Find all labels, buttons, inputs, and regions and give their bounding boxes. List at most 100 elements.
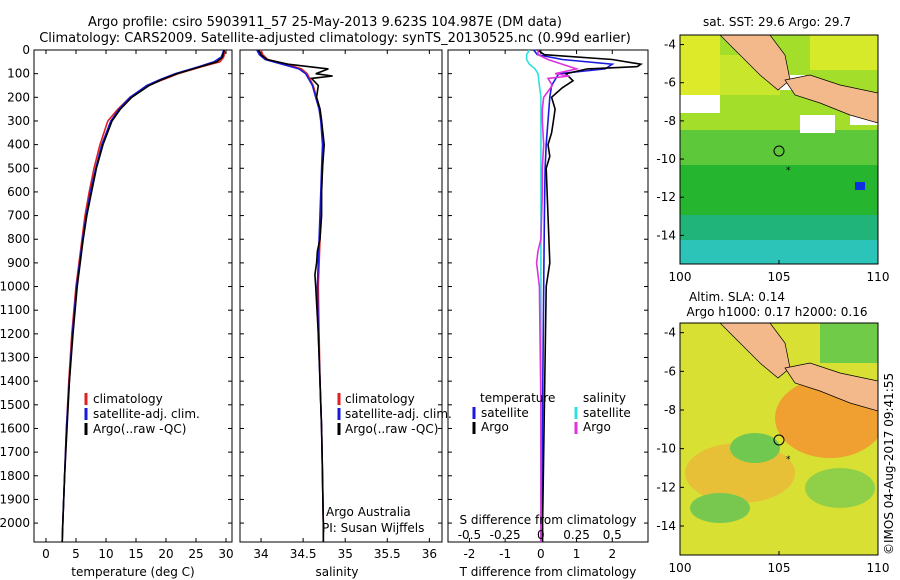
sst-map-image: * — [680, 35, 878, 264]
y-tick-label: 1500 — [0, 398, 30, 412]
sla-map-panel: Altim. SLA: 0.14 Argo h1000: 0.17 h2000:… — [656, 290, 889, 575]
legend-title-temperature: temperature — [480, 391, 555, 405]
y-tick-label: 1100 — [0, 303, 30, 317]
x-tick-label: 20 — [158, 547, 173, 561]
legend-label-sal-satellite: satellite — [583, 406, 631, 420]
y-tick-label: 600 — [7, 185, 30, 199]
x-tick-label: 2 — [608, 547, 616, 561]
sla-field-green-2 — [805, 468, 875, 508]
sst-argo-location-marker — [773, 145, 785, 157]
sst-map-axes: 100 105 110 -14 -12 -10 -8 -6 -4 — [656, 38, 889, 284]
map-y-tick-label: -10 — [656, 442, 676, 456]
salinity-series — [256, 49, 333, 542]
sst-field-yellow-ne — [810, 35, 878, 70]
map-y-tick-label: -10 — [656, 152, 676, 166]
y-tick-label: 0 — [22, 43, 30, 57]
imos-timestamp: ©IMOS 04-Aug-2017 09:41:55 — [882, 373, 896, 555]
map-x-tick-label: 100 — [669, 561, 692, 575]
sla-map-image: * — [680, 323, 878, 555]
salinity-plot-frame — [239, 49, 443, 543]
sla-map-axes: 100 105 110 -14 -12 -10 -8 -6 -4 — [656, 326, 889, 575]
x-tick-label: -1 — [499, 547, 511, 561]
sla-map-subtitle: Argo h1000: 0.17 h2000: 0.16 — [687, 305, 868, 319]
salinity-panel: 34 34.5 35 35.5 36 salinity climatology sate… — [239, 49, 452, 579]
map-y-tick-label: -6 — [664, 76, 676, 90]
y-tick-label: 1300 — [0, 351, 30, 365]
legend-label-temp-argo: Argo — [481, 420, 509, 434]
series-line-satellite-adj-clim- — [61, 49, 225, 543]
x-tick-label: 30 — [218, 547, 233, 561]
y-tick-label: 700 — [7, 209, 30, 223]
y-tick-label: 800 — [7, 232, 30, 246]
x-tick-label: 15 — [128, 547, 143, 561]
difference-top-label: S difference from climatology — [460, 513, 637, 527]
legend-label-sal-argo: Argo — [583, 420, 611, 434]
s-diff-tick-label: -0.25 — [490, 528, 521, 542]
difference-panel: -2 -1 0 1 2 T difference from climatology S … — [447, 49, 649, 579]
series-line-climatology — [61, 49, 227, 543]
map-y-tick-label: -4 — [664, 38, 676, 52]
x-tick-label: 35 — [338, 547, 353, 561]
series-line-temperature-argo — [536, 49, 644, 542]
salinity-diff-ticks: -0.5 -0.25 0 0.25 0.5 — [458, 528, 622, 542]
map-x-tick-label: 105 — [768, 561, 791, 575]
y-tick-label: 200 — [7, 90, 30, 104]
y-tick-label: 1600 — [0, 421, 30, 435]
s-diff-tick-label: 0.5 — [603, 528, 622, 542]
sst-gap-1 — [680, 95, 720, 113]
sst-land-sumatra — [719, 35, 791, 91]
map-y-tick-label: -8 — [664, 114, 676, 128]
map-x-tick-label: 110 — [867, 270, 890, 284]
map-y-tick-label: -4 — [664, 326, 676, 340]
sst-map-asterisk: * — [786, 166, 791, 176]
sla-map-asterisk: * — [786, 455, 791, 465]
y-tick-label: 1400 — [0, 374, 30, 388]
sla-land-sumatra — [719, 323, 791, 379]
temperature-panel: 0 5 10 15 20 25 300100200300400500600700800900… — [0, 43, 234, 579]
x-tick-label: 1 — [573, 547, 581, 561]
difference-plot-frame — [447, 49, 649, 543]
sst-land-java — [784, 74, 878, 124]
sla-field-green-3 — [690, 493, 750, 523]
difference-xlabel: T difference from climatology — [459, 565, 637, 579]
map-y-tick-label: -14 — [656, 519, 676, 533]
legend-label-argo: Argo(..raw -QC) — [93, 422, 186, 436]
temperature-axes: 0 5 10 15 20 25 300100200300400500600700800900… — [0, 43, 234, 561]
sst-gap-2 — [800, 115, 835, 133]
salinity-legend: climatology satellite-adj. clim. Argo(..… — [337, 392, 452, 436]
y-tick-label: 2000 — [0, 516, 30, 530]
series-line-argo-raw-qc- — [257, 49, 333, 542]
sst-field-yellow-nw — [680, 35, 720, 95]
temperature-legend: climatology satellite-adj. clim. Argo(..… — [84, 392, 200, 436]
y-tick-label: 1900 — [0, 492, 30, 506]
map-x-tick-label: 105 — [768, 270, 791, 284]
map-x-tick-label: 110 — [867, 561, 890, 575]
sla-field-green-ne — [820, 323, 878, 363]
sla-field-green-1 — [730, 433, 780, 463]
x-tick-label: 34 — [253, 547, 268, 561]
salinity-annotation-1: Argo Australia — [326, 505, 411, 519]
sla-map-title: Altim. SLA: 0.14 — [689, 290, 785, 304]
y-tick-label: 100 — [7, 67, 30, 81]
sst-map-title: sat. SST: 29.6 Argo: 29.7 — [703, 15, 851, 29]
legend-label-climatology: climatology — [345, 392, 415, 406]
s-diff-tick-label: 0.25 — [563, 528, 590, 542]
map-x-tick-label: 100 — [669, 270, 692, 284]
y-tick-label: 1800 — [0, 469, 30, 483]
temperature-xlabel: temperature (deg C) — [71, 565, 194, 579]
x-tick-label: 0 — [42, 547, 50, 561]
salinity-axes: 34 34.5 35 35.5 36 — [240, 49, 442, 561]
sst-field-mid — [680, 130, 878, 165]
legend-title-salinity: salinity — [583, 391, 626, 405]
difference-series — [525, 49, 644, 542]
difference-legend: temperature salinity satellite Argo sate… — [472, 391, 631, 434]
temperature-plot-frame — [33, 49, 233, 543]
x-tick-label: 5 — [72, 547, 80, 561]
s-diff-tick-label: 0 — [537, 528, 545, 542]
x-tick-label: 36 — [422, 547, 437, 561]
map-y-tick-label: -12 — [656, 190, 676, 204]
x-tick-label: 0 — [537, 547, 545, 561]
legend-label-satellite: satellite-adj. clim. — [345, 407, 452, 421]
difference-axes: -2 -1 0 1 2 — [448, 49, 648, 561]
map-y-tick-label: -8 — [664, 403, 676, 417]
